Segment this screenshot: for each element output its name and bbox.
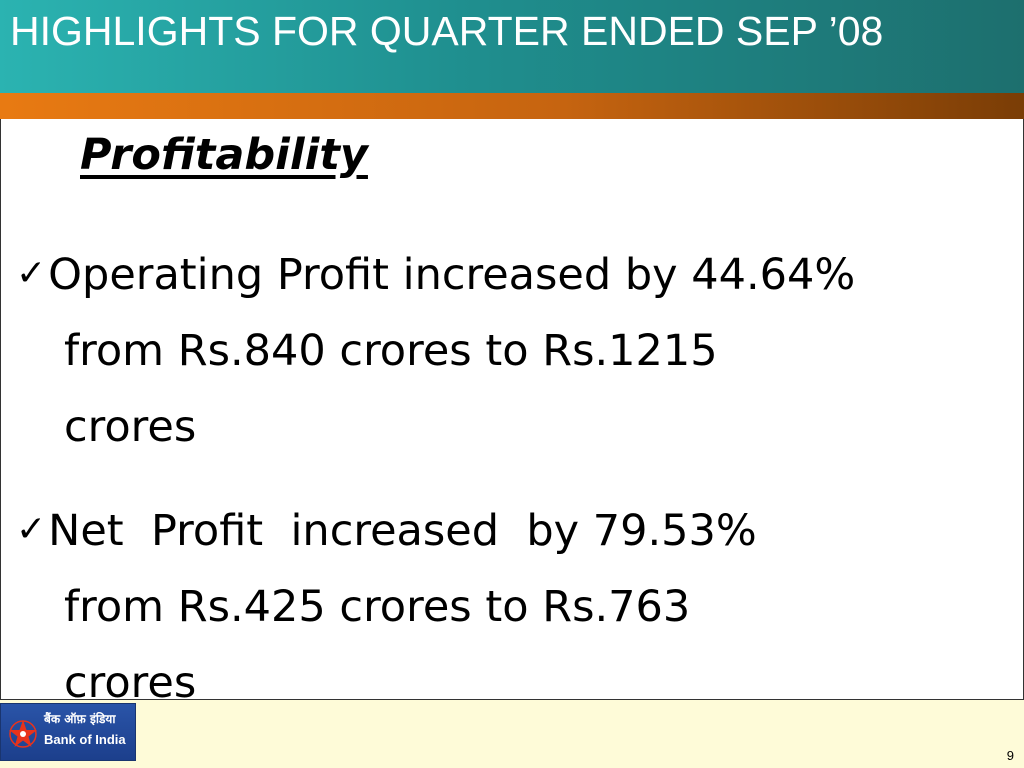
footer (0, 700, 1024, 768)
section-heading: Profitability (80, 130, 368, 180)
star-icon (9, 720, 37, 748)
bullet-net-profit: ✓Net Profit increased by 79.53% from Rs.… (16, 492, 757, 721)
bullet-text: Net Profit increased by 79.53% (48, 506, 757, 556)
checkmark-icon: ✓ (16, 253, 47, 294)
bullet-line: from Rs.425 crores to Rs.763 (64, 582, 691, 632)
bullet-line: ✓Operating Profit increased by 44.64% (16, 236, 855, 313)
bank-of-india-logo: बैंक ऑफ़ इंडिया Bank of India (0, 703, 136, 761)
checkmark-icon: ✓ (16, 509, 47, 550)
slide-title: HIGHLIGHTS FOR QUARTER ENDED SEP ’08 (10, 8, 884, 54)
title-bar: HIGHLIGHTS FOR QUARTER ENDED SEP ’08 (0, 0, 1024, 93)
bullet-operating-profit: ✓Operating Profit increased by 44.64% fr… (16, 236, 855, 465)
logo-text-hindi: बैंक ऑफ़ इंडिया (44, 712, 116, 726)
accent-bar (0, 93, 1024, 119)
logo-text-english: Bank of India (44, 732, 126, 747)
page-number: 9 (1006, 748, 1014, 763)
content-frame (0, 119, 1024, 700)
bullet-line: crores (64, 402, 197, 452)
bullet-line: ✓Net Profit increased by 79.53% (16, 492, 757, 569)
bullet-line: from Rs.840 crores to Rs.1215 (64, 326, 718, 376)
bullet-line: crores (64, 658, 197, 708)
bullet-text: Operating Profit increased by 44.64% (48, 250, 856, 300)
